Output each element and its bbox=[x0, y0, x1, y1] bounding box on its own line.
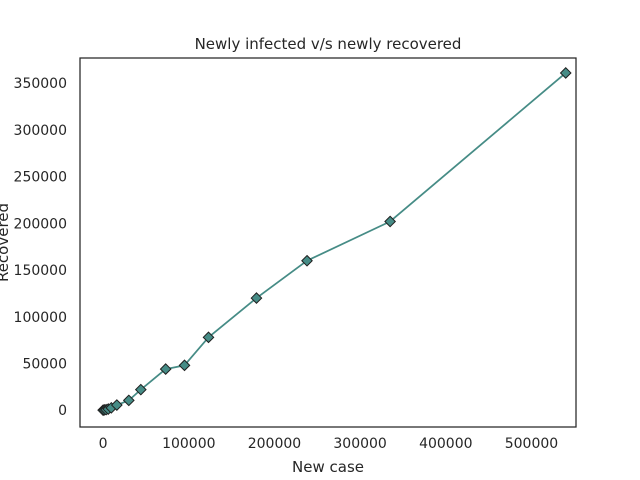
y-tick-label: 300000 bbox=[14, 123, 67, 139]
y-tick-label: 250000 bbox=[14, 170, 67, 186]
y-tick-label: 350000 bbox=[14, 76, 67, 92]
y-tick-label: 150000 bbox=[14, 263, 67, 279]
x-axis-label: New case bbox=[292, 458, 364, 476]
data-point bbox=[202, 331, 215, 344]
y-axis-ticks: 0 50000 100000 150000 200000 250000 300000 3500… bbox=[14, 76, 67, 419]
y-tick-label: 100000 bbox=[14, 310, 67, 326]
y-axis-label: Recovered bbox=[0, 203, 12, 282]
plot-area bbox=[79, 57, 577, 428]
data-point bbox=[122, 394, 135, 407]
y-tick-label: 50000 bbox=[22, 356, 67, 372]
data-point bbox=[134, 383, 147, 396]
data-point bbox=[178, 359, 191, 372]
x-axis-ticks: 0 100000 200000 300000 400000 500000 bbox=[99, 436, 559, 452]
data-point bbox=[250, 292, 263, 304]
data-point bbox=[559, 67, 572, 79]
x-tick-label: 400000 bbox=[419, 436, 472, 452]
chart-title: Newly infected v/s newly recovered bbox=[195, 35, 462, 53]
x-tick-label: 200000 bbox=[248, 436, 301, 452]
series-layer bbox=[97, 67, 572, 417]
x-tick-label: 100000 bbox=[162, 436, 215, 452]
data-point bbox=[384, 215, 397, 228]
y-tick-label: 0 bbox=[58, 403, 67, 419]
x-tick-label: 500000 bbox=[505, 436, 558, 452]
data-point bbox=[159, 363, 172, 375]
data-point bbox=[301, 254, 313, 267]
y-tick-label: 200000 bbox=[14, 216, 67, 232]
data-point bbox=[110, 399, 123, 411]
x-tick-label: 0 bbox=[99, 436, 108, 452]
x-tick-label: 300000 bbox=[333, 436, 386, 452]
